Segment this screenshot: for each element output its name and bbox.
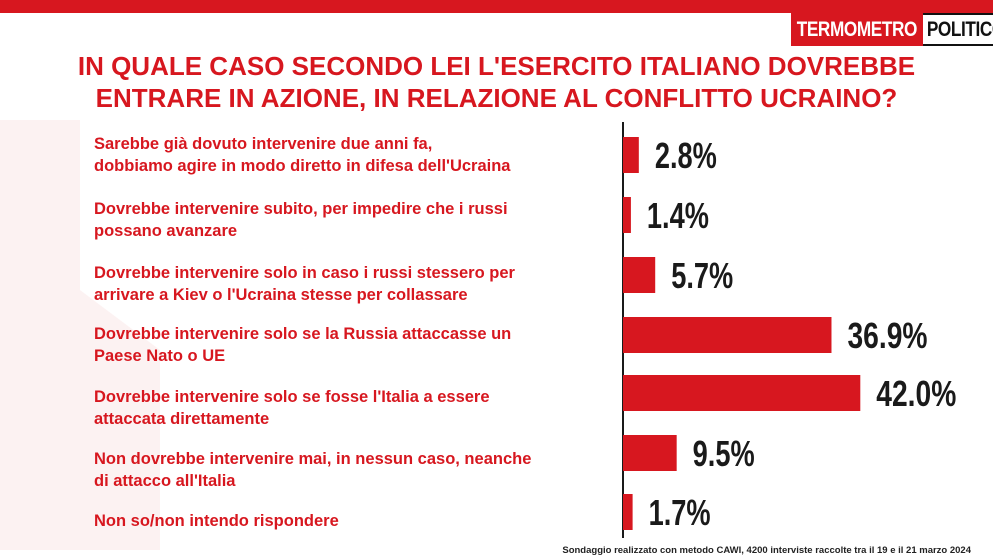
category-label-4-line-2: Paese Nato o UE: [94, 347, 226, 365]
category-label-1: Sarebbe già dovuto intervenire due anni …: [94, 133, 614, 177]
value-label-7: 1.7%: [649, 492, 711, 533]
category-label-4: Dovrebbe intervenire solo se la Russia a…: [94, 323, 614, 367]
category-label-7: Non so/non intendo rispondere: [94, 510, 614, 532]
category-label-2-line-2: possano avanzare: [94, 222, 238, 240]
category-label-6: Non dovrebbe intervenire mai, in nessun …: [94, 448, 614, 492]
category-label-7-line-1: Non so/non intendo rispondere: [94, 512, 339, 530]
value-label-5: 42.0%: [876, 373, 956, 414]
category-label-2-line-1: Dovrebbe intervenire subito, per impedir…: [94, 200, 508, 218]
value-label-3: 5.7%: [671, 255, 733, 296]
category-label-5-line-1: Dovrebbe intervenire solo se fosse l'Ita…: [94, 388, 490, 406]
value-label-6: 9.5%: [693, 433, 755, 474]
logo-part-2: POLITICO: [922, 13, 993, 46]
bar-1: [623, 137, 639, 173]
bar-6: [623, 435, 677, 471]
category-label-1-line-1: Sarebbe già dovuto intervenire due anni …: [94, 135, 433, 153]
logo-part-1: TERMOMETRO: [791, 13, 923, 46]
category-label-5: Dovrebbe intervenire solo se fosse l'Ita…: [94, 386, 614, 430]
top-red-bar: [0, 0, 993, 13]
footnote: Sondaggio realizzato con metodo CAWI, 42…: [562, 545, 971, 556]
category-label-6-line-2: di attacco all'Italia: [94, 472, 236, 490]
title-line-2: ENTRARE IN AZIONE, IN RELAZIONE AL CONFL…: [95, 83, 898, 113]
category-label-6-line-1: Non dovrebbe intervenire mai, in nessun …: [94, 450, 532, 468]
termometro-politico-logo: TERMOMETRO POLITICO: [791, 13, 993, 46]
category-label-3: Dovrebbe intervenire solo in caso i russ…: [94, 262, 614, 306]
bar-7: [623, 494, 633, 530]
bar-4: [623, 317, 832, 353]
bar-3: [623, 257, 656, 293]
category-label-5-line-2: attaccata direttamente: [94, 410, 270, 428]
bar-5: [623, 375, 861, 411]
chart-title: IN QUALE CASO SECONDO LEI L'ESERCITO ITA…: [0, 50, 993, 114]
category-label-3-line-1: Dovrebbe intervenire solo in caso i russ…: [94, 264, 515, 282]
category-label-1-line-2: dobbiamo agire in modo diretto in difesa…: [94, 157, 511, 175]
category-label-4-line-1: Dovrebbe intervenire solo se la Russia a…: [94, 325, 512, 343]
bar-2: [623, 197, 631, 233]
value-label-1: 2.8%: [655, 135, 717, 176]
watermark-logo: [0, 120, 160, 550]
value-label-4: 36.9%: [847, 315, 927, 356]
value-label-2: 1.4%: [647, 195, 709, 236]
category-label-2: Dovrebbe intervenire subito, per impedir…: [94, 198, 614, 242]
title-line-1: IN QUALE CASO SECONDO LEI L'ESERCITO ITA…: [77, 51, 916, 81]
category-label-3-line-2: arrivare a Kiev o l'Ucraina stesse per c…: [94, 286, 468, 304]
